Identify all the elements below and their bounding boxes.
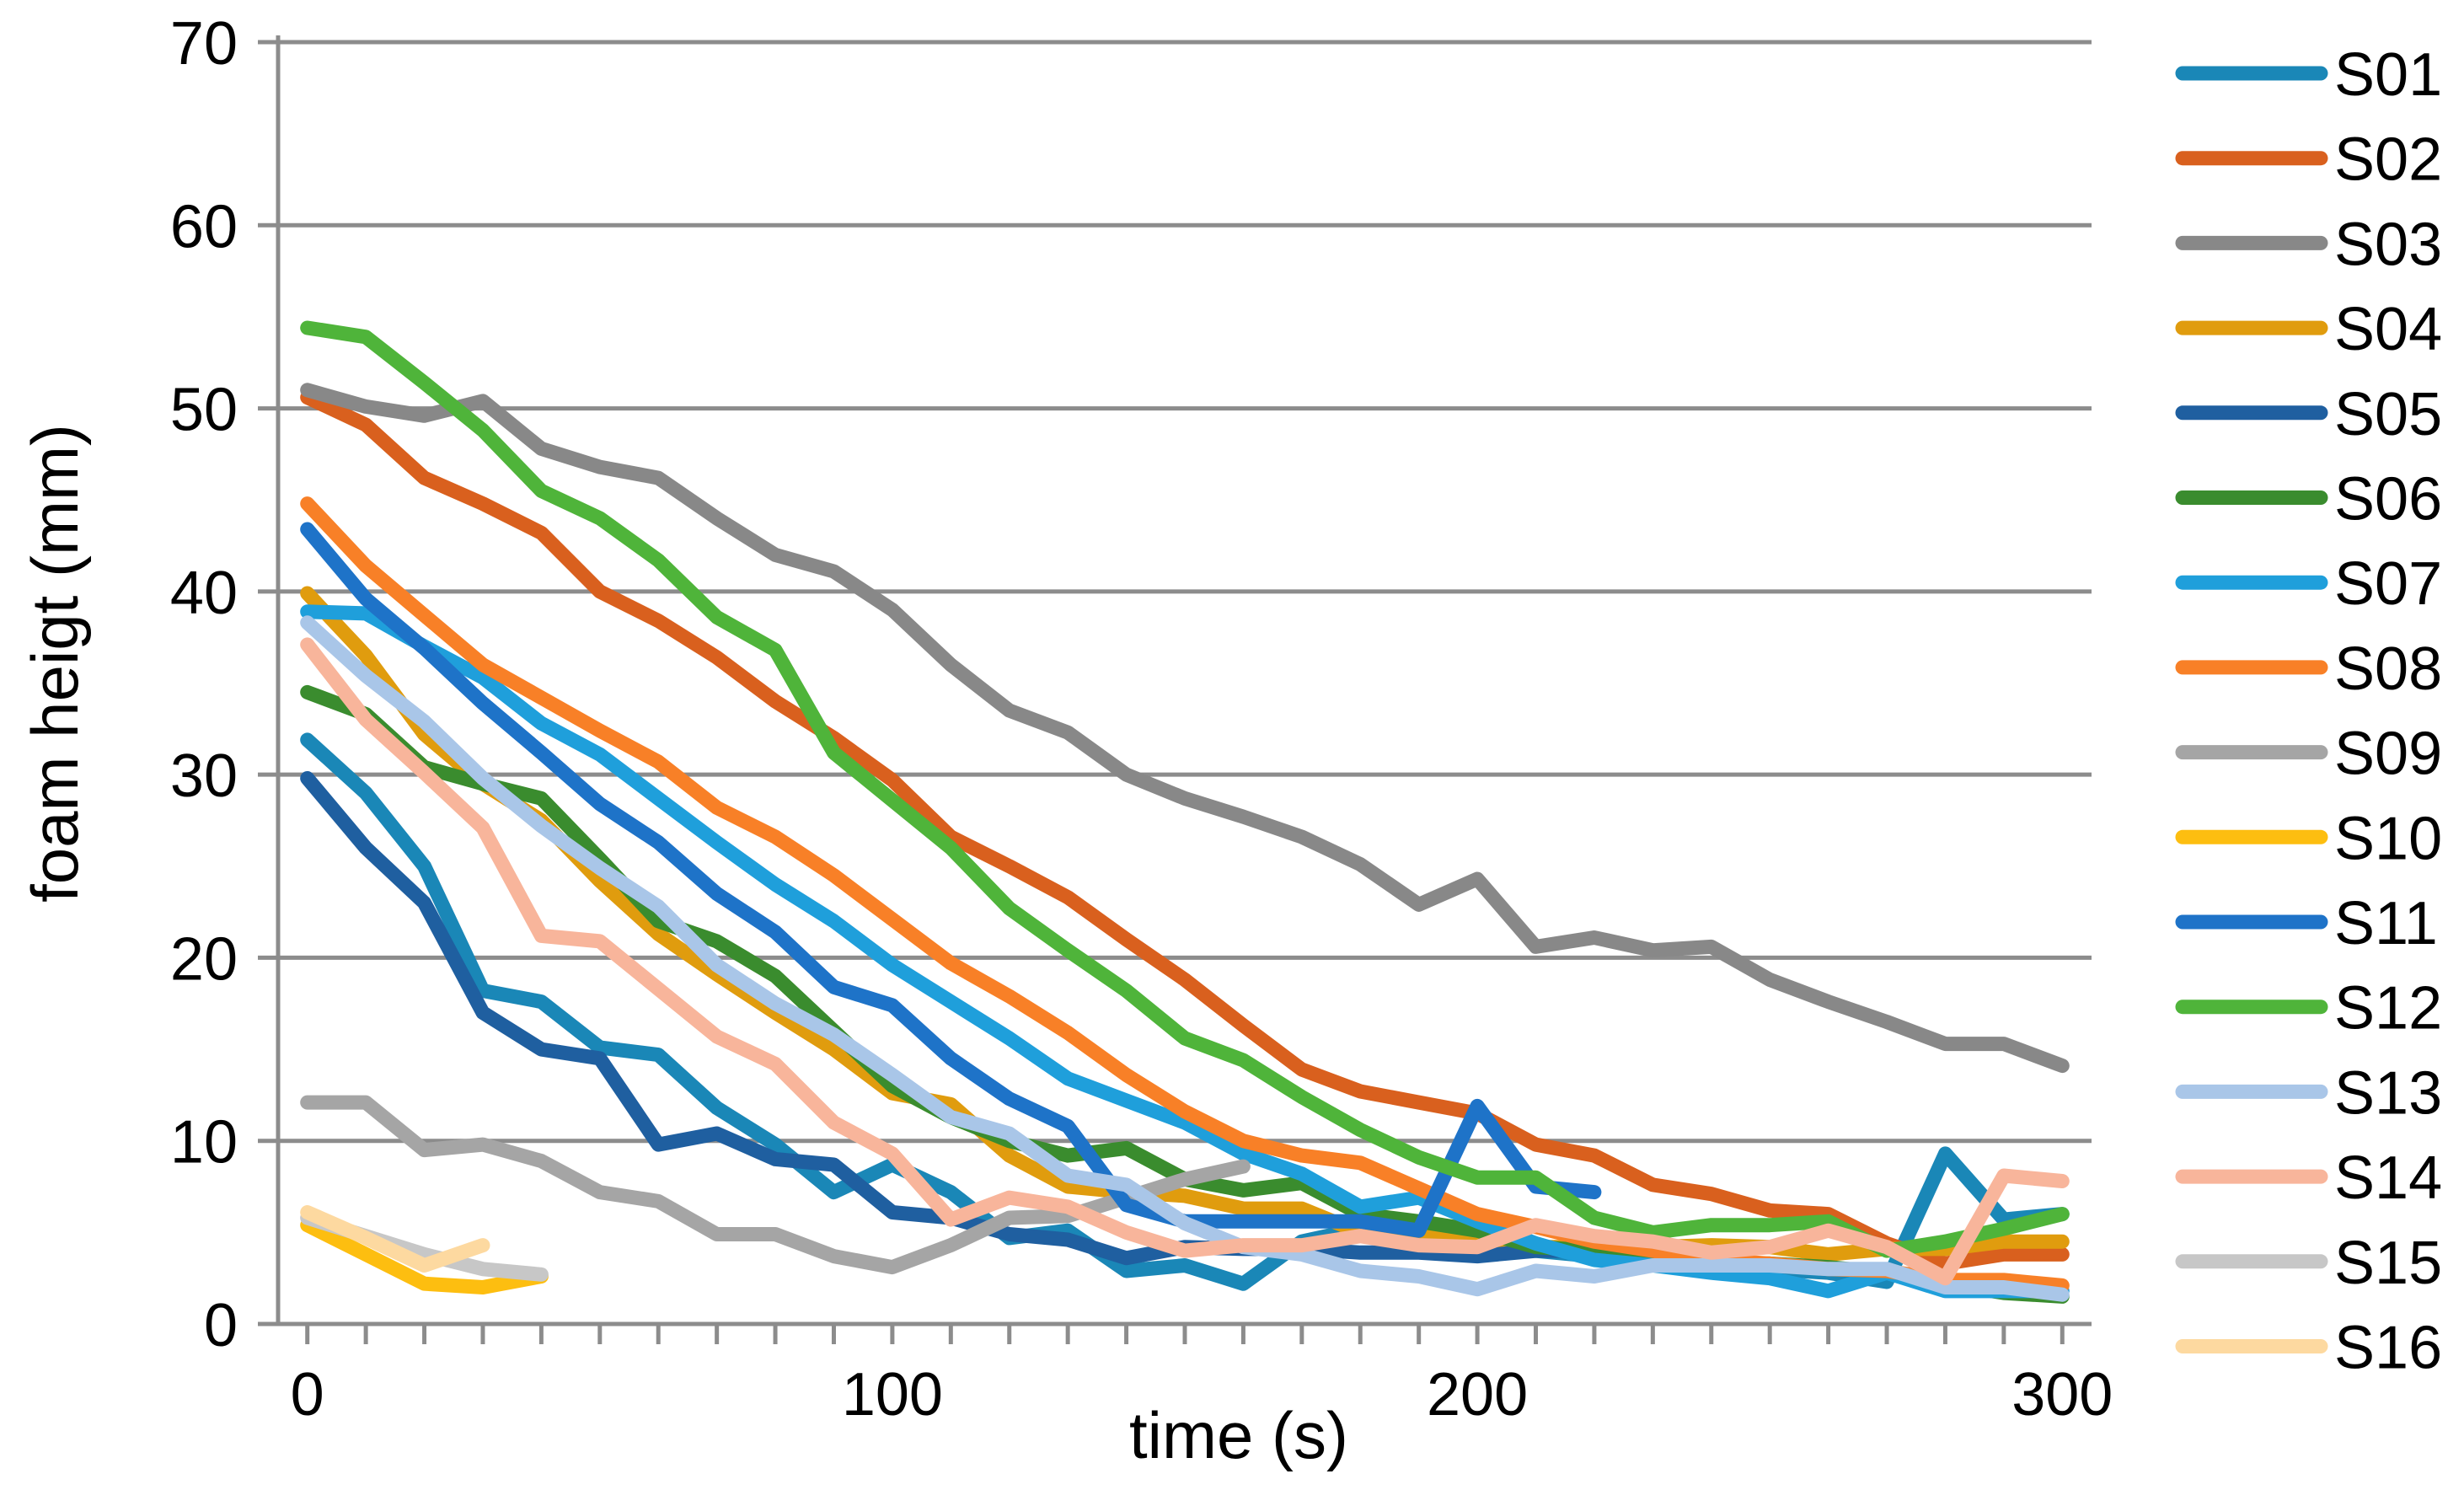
legend-label-s09: S09 bbox=[2334, 721, 2442, 788]
tick-labels: 0 10 20 30 40 50 60 70 0 100 200 300 bbox=[170, 10, 2113, 1428]
legend-label-s08: S08 bbox=[2334, 635, 2442, 703]
legend-label-s11: S11 bbox=[2334, 890, 2438, 957]
y-tick-label-0: 0 bbox=[204, 1292, 238, 1359]
y-tick-label-70: 70 bbox=[170, 10, 238, 78]
legend-label-s04: S04 bbox=[2334, 296, 2442, 363]
x-tick-label-100: 100 bbox=[842, 1361, 943, 1428]
series-line-s03 bbox=[300, 383, 2070, 1074]
legend-label-s14: S14 bbox=[2334, 1144, 2442, 1212]
legend-label-s01: S01 bbox=[2334, 41, 2442, 109]
legend: S01 S02 S03 S04 S05 S06 S07 S08 S09 S10 S11 S12 S13 S… bbox=[2175, 41, 2442, 1382]
series-line-s07 bbox=[300, 604, 2070, 1299]
x-axis-title: time (s) bbox=[1129, 1398, 1348, 1472]
series-line-s12 bbox=[300, 320, 2070, 1258]
y-tick-label-10: 10 bbox=[170, 1109, 238, 1176]
series-line-s02 bbox=[300, 390, 2070, 1271]
y-tick-label-30: 30 bbox=[170, 742, 238, 810]
series-line-s13 bbox=[300, 615, 2070, 1302]
x-tick-label-300: 300 bbox=[2011, 1361, 2113, 1428]
series-line-s10 bbox=[300, 1218, 549, 1294]
series-line-s11 bbox=[300, 522, 1602, 1238]
legend-label-s10: S10 bbox=[2334, 805, 2442, 872]
y-tick-label-60: 60 bbox=[170, 193, 238, 260]
x-tick-label-200: 200 bbox=[1427, 1361, 1528, 1428]
y-tick-label-20: 20 bbox=[170, 925, 238, 993]
legend-label-s02: S02 bbox=[2334, 126, 2442, 194]
legend-label-s07: S07 bbox=[2334, 550, 2442, 618]
axes bbox=[258, 35, 2092, 1344]
series-line-s14 bbox=[300, 637, 2070, 1286]
legend-label-s15: S15 bbox=[2334, 1230, 2442, 1297]
legend-label-s06: S06 bbox=[2334, 466, 2442, 533]
series-lines bbox=[300, 320, 2070, 1304]
y-tick-label-40: 40 bbox=[170, 560, 238, 627]
legend-label-s03: S03 bbox=[2334, 211, 2442, 278]
series-line-s16 bbox=[300, 1205, 490, 1273]
y-axis-title: foam heigt (mm) bbox=[18, 424, 92, 903]
gridlines bbox=[278, 40, 2092, 1144]
legend-label-s13: S13 bbox=[2334, 1059, 2442, 1127]
y-tick-label-50: 50 bbox=[170, 377, 238, 444]
legend-label-s12: S12 bbox=[2334, 975, 2442, 1042]
legend-label-s05: S05 bbox=[2334, 381, 2442, 448]
legend-label-s16: S16 bbox=[2334, 1315, 2442, 1382]
x-tick-label-0: 0 bbox=[291, 1361, 324, 1428]
